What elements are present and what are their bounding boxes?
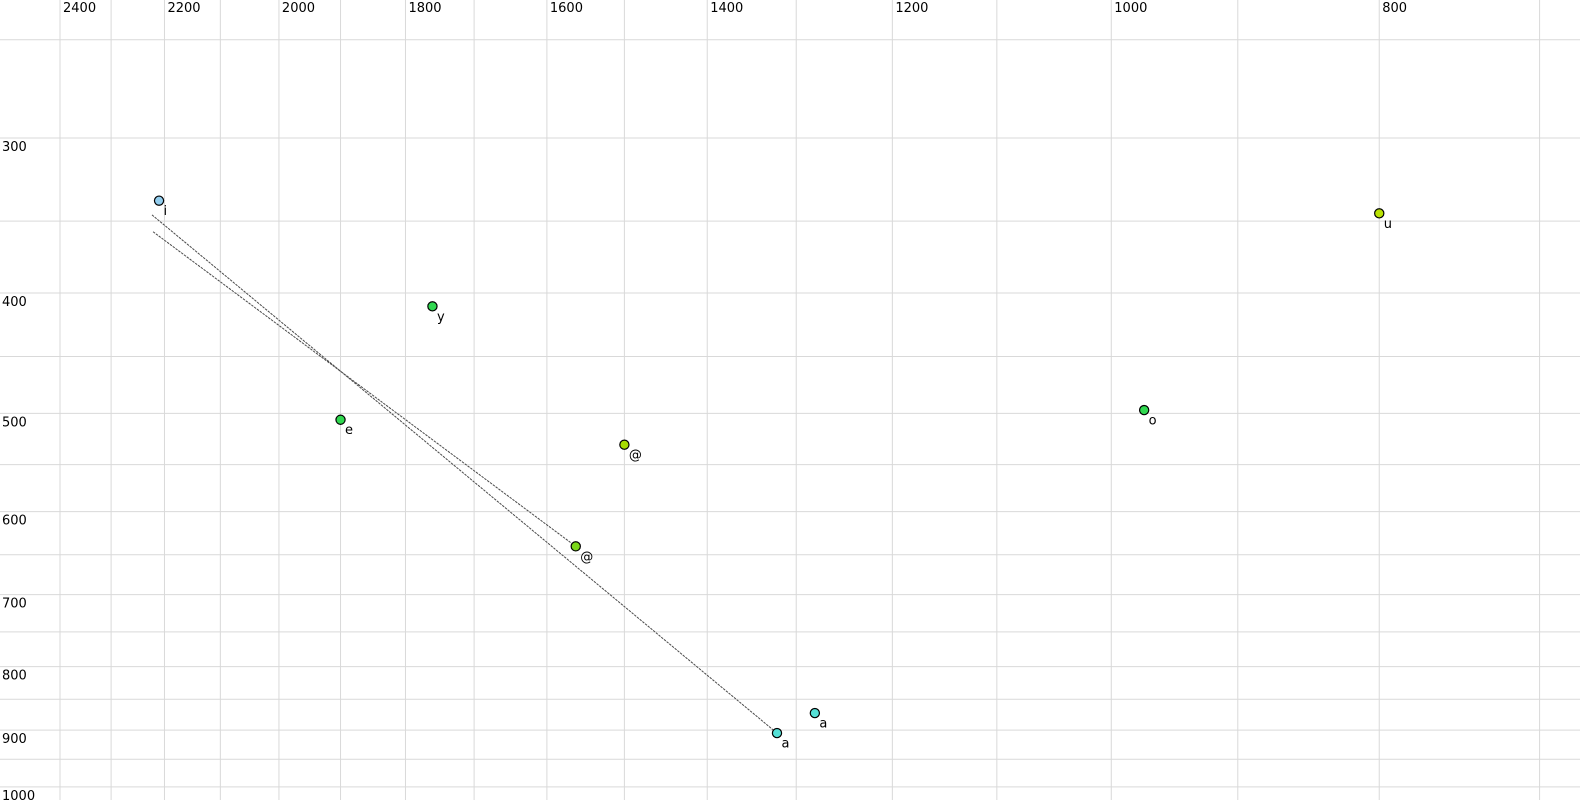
y-tick-label-1000: 1000 xyxy=(2,789,35,800)
vowel-point-label-@-6: @ xyxy=(580,550,593,565)
vowel-point-@-6[interactable] xyxy=(570,541,581,552)
vowel-point-label-a-7: a xyxy=(819,717,827,732)
y-tick-label-800: 800 xyxy=(2,669,27,684)
y-tick-label-900: 900 xyxy=(2,732,27,747)
y-tick-label-700: 700 xyxy=(2,597,27,612)
vowel-point-e-2[interactable] xyxy=(335,414,346,425)
x-tick-label-800: 800 xyxy=(1382,1,1407,16)
trajectory-line-2 xyxy=(152,231,577,547)
x-tick-label-2000: 2000 xyxy=(282,1,315,16)
vowel-point-label-u-3: u xyxy=(1384,217,1392,232)
y-tick-label-600: 600 xyxy=(2,514,27,529)
vowel-point-@-5[interactable] xyxy=(619,439,630,450)
vowel-point-o-4[interactable] xyxy=(1138,404,1150,416)
x-tick-label-1200: 1200 xyxy=(895,1,928,16)
vowel-point-a-8[interactable] xyxy=(771,727,783,739)
x-tick-label-1000: 1000 xyxy=(1114,1,1147,16)
x-tick-label-2200: 2200 xyxy=(167,1,200,16)
trajectory-line-1 xyxy=(151,214,778,734)
y-tick-label-300: 300 xyxy=(2,140,27,155)
y-tick-label-500: 500 xyxy=(2,415,27,430)
vowel-point-label-i-0: i xyxy=(164,204,168,219)
vowel-point-y-1[interactable] xyxy=(427,301,438,312)
vowel-point-label-e-2: e xyxy=(345,423,353,438)
x-tick-label-1600: 1600 xyxy=(550,1,583,16)
y-tick-label-400: 400 xyxy=(2,295,27,310)
vowel-point-label-y-1: y xyxy=(437,310,445,325)
vowel-point-label-a-8: a xyxy=(781,737,789,752)
vowel-point-a-7[interactable] xyxy=(809,707,821,719)
x-tick-label-2400: 2400 xyxy=(63,1,96,16)
vowel-point-label-@-5: @ xyxy=(629,448,642,463)
vowel-point-i-0[interactable] xyxy=(153,195,165,206)
x-tick-label-1800: 1800 xyxy=(408,1,441,16)
vowel-point-u-3[interactable] xyxy=(1374,208,1385,219)
vowel-point-label-o-4: o xyxy=(1149,414,1157,429)
x-tick-label-1400: 1400 xyxy=(710,1,743,16)
